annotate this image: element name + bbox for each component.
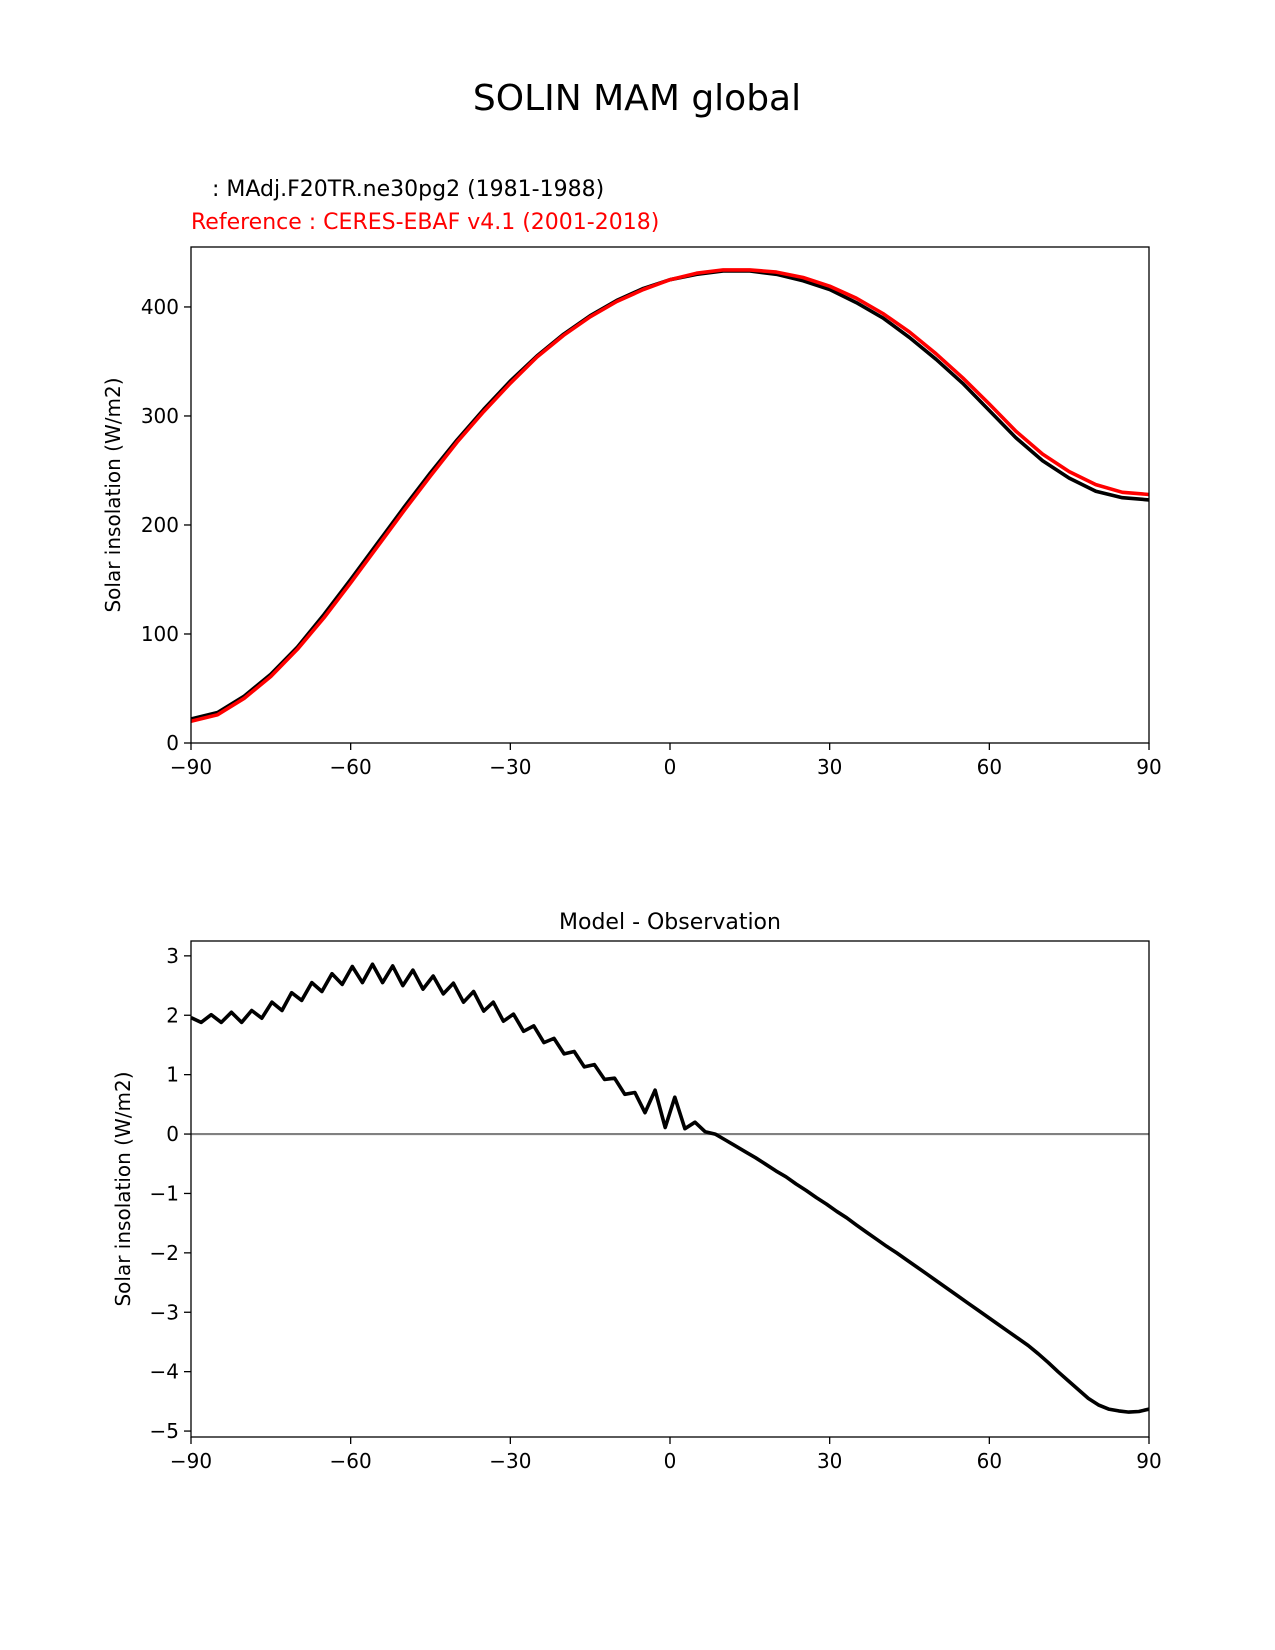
- reference-label: Reference : CERES-EBAF v4.1 (2001-2018): [191, 210, 659, 235]
- y-axis-label: Solar insolation (W/m2): [111, 1071, 135, 1306]
- y-tick-label: 200: [141, 513, 179, 537]
- test-series-line: [190, 962, 1150, 1414]
- x-tick-label: 30: [817, 755, 842, 779]
- y-tick-label: −1: [150, 1181, 179, 1205]
- figure-title: SOLIN MAM global: [473, 78, 801, 119]
- difference-panel: −90 −60 −30 0 30 60 90 −5 −4 −3 −2 −1 0 1 2 3 Solar inso…: [111, 910, 1162, 1473]
- y-tick-label: 3: [166, 944, 179, 968]
- climatology-panel: −90 −60 −30 0 30 60 90 0 100 200 300 400 Solar insol…: [101, 246, 1162, 779]
- y-tick-label: −5: [150, 1419, 179, 1443]
- x-tick-label: 30: [817, 1449, 842, 1473]
- x-tick-label: −30: [489, 1449, 531, 1473]
- panel-title: Model - Observation: [559, 910, 781, 935]
- x-tick-label: 0: [664, 755, 677, 779]
- x-tick-label: 90: [1136, 1449, 1161, 1473]
- y-axis-label: Solar insolation (W/m2): [101, 377, 125, 612]
- x-tick-label: −90: [170, 1449, 212, 1473]
- test-series-line: [190, 269, 1150, 721]
- y-tick-label: 300: [141, 404, 179, 428]
- x-tick-label: 0: [664, 1449, 677, 1473]
- y-tick-label: 100: [141, 622, 179, 646]
- y-tick-label: 0: [166, 1122, 179, 1146]
- reference-series-line: [190, 268, 1150, 723]
- y-tick-label: 1: [166, 1063, 179, 1087]
- y-tick-label: −3: [150, 1300, 179, 1324]
- y-tick-label: −2: [150, 1241, 179, 1265]
- x-tick-label: 90: [1136, 755, 1161, 779]
- y-tick-label: 2: [166, 1003, 179, 1027]
- x-tick-label: −90: [170, 755, 212, 779]
- x-tick-label: −60: [330, 755, 372, 779]
- x-tick-label: −30: [489, 755, 531, 779]
- y-tick-label: −4: [150, 1360, 179, 1384]
- plot-frame: [190, 940, 1150, 1438]
- y-tick-label: 0: [166, 731, 179, 755]
- x-tick-label: −60: [330, 1449, 372, 1473]
- test-run-label: : MAdj.F20TR.ne30pg2 (1981-1988): [191, 177, 604, 202]
- plot-frame: [190, 246, 1150, 744]
- x-tick-label: 60: [977, 1449, 1002, 1473]
- y-tick-label: 400: [141, 295, 179, 319]
- x-tick-label: 60: [977, 755, 1002, 779]
